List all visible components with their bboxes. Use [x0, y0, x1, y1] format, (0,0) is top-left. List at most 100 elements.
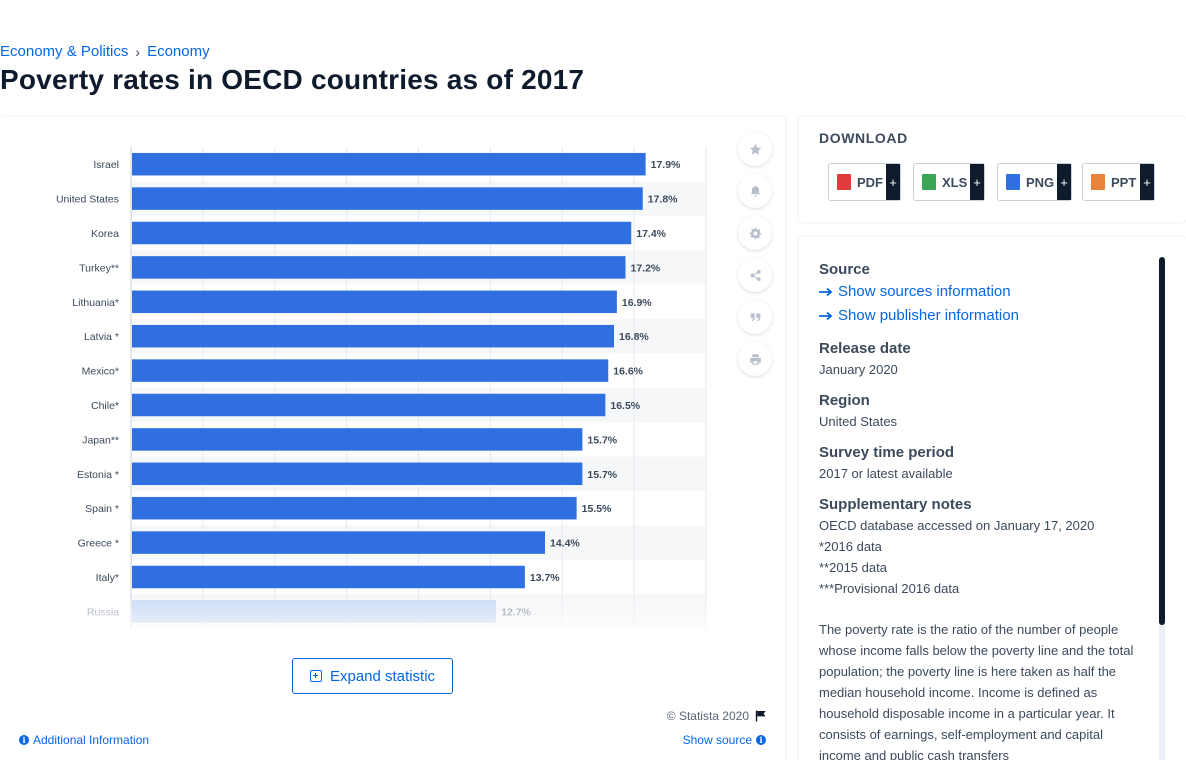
region-section: Region United States	[819, 392, 1144, 432]
notes-line: ***Provisional 2016 data	[819, 581, 960, 596]
download-png-button[interactable]: PNG +	[997, 163, 1072, 201]
chart-bar[interactable]	[132, 496, 577, 520]
arrow-right-icon	[819, 287, 833, 297]
cite-button[interactable]	[738, 300, 772, 334]
flag-icon[interactable]	[755, 710, 767, 722]
favorite-button[interactable]	[738, 132, 772, 166]
plus-icon: +	[886, 164, 900, 200]
survey-value: 2017 or latest available	[819, 466, 953, 481]
region-heading: Region	[819, 392, 870, 409]
chart-category-label: Italy*	[96, 572, 119, 584]
additional-information-label: Additional Information	[33, 733, 150, 747]
chart-bar[interactable]	[132, 359, 609, 382]
release-heading: Release date	[819, 340, 911, 357]
chart-category-label: Greece *	[78, 538, 119, 550]
settings-button[interactable]	[738, 216, 772, 250]
breadcrumb-economy-politics[interactable]: Economy & Politics	[0, 43, 129, 60]
print-icon	[749, 353, 761, 365]
show-sources-link[interactable]: Show sources information	[819, 280, 1144, 304]
scrollbar-thumb[interactable]	[1159, 257, 1165, 625]
notes-line: **2015 data	[819, 560, 887, 575]
arrow-right-icon	[819, 311, 833, 321]
chart-bar[interactable]	[132, 462, 583, 486]
download-panel: DOWNLOAD PDF + XLS + PNG + PPT +	[799, 117, 1186, 222]
download-png-label: PNG	[1026, 174, 1055, 190]
breadcrumb-economy[interactable]: Economy	[147, 43, 210, 60]
show-publisher-link[interactable]: Show publisher information	[819, 304, 1144, 328]
download-xls-button[interactable]: XLS +	[913, 163, 985, 201]
show-sources-label: Show sources information	[838, 283, 1011, 300]
chart-bar[interactable]	[132, 221, 632, 245]
notes-heading: Supplementary notes	[819, 496, 972, 513]
download-pdf-label: PDF	[857, 174, 883, 190]
chart-category-label: Korea	[91, 228, 119, 240]
copyright-notice: © Statista 2020	[667, 709, 767, 723]
chart-category-label: Estonia *	[77, 469, 119, 481]
show-source-link[interactable]: Show source i	[683, 733, 766, 747]
download-pdf-button[interactable]: PDF +	[828, 163, 901, 201]
chart-value-label: 17.2%	[631, 262, 661, 274]
chart-category-label: Japan**	[82, 434, 119, 446]
plus-icon: +	[1057, 164, 1071, 200]
chart-category-label: Mexico*	[82, 366, 119, 378]
chart-value-label: 15.7%	[587, 469, 617, 481]
share-icon	[749, 269, 761, 281]
chart-value-label: 16.5%	[610, 400, 640, 412]
source-panel: Source Show sources information Show pub…	[799, 237, 1186, 760]
pdf-file-icon	[837, 174, 851, 190]
chart-category-label: United States	[56, 194, 119, 206]
copyright-text: © Statista 2020	[666, 709, 749, 723]
notes-line: *2016 data	[819, 539, 882, 554]
show-source-label: Show source	[682, 733, 752, 747]
show-publisher-label: Show publisher information	[838, 307, 1019, 324]
chart-bar[interactable]	[132, 324, 614, 348]
ppt-file-icon	[1091, 174, 1105, 190]
plus-square-icon	[309, 670, 322, 682]
chart-category-label: Chile*	[91, 400, 119, 412]
chart-bar[interactable]	[132, 428, 583, 451]
notes-section: Supplementary notes OECD database access…	[819, 496, 1144, 760]
plus-icon: +	[1140, 164, 1154, 200]
chart-toolbar	[738, 132, 772, 376]
download-ppt-button[interactable]: PPT +	[1082, 163, 1155, 201]
chart-value-label: 13.7%	[530, 572, 560, 584]
chart-value-label: 16.6%	[613, 366, 643, 378]
star-icon	[749, 143, 761, 155]
print-button[interactable]	[738, 342, 772, 376]
plus-icon: +	[970, 164, 984, 200]
chart-bar[interactable]	[132, 187, 643, 210]
xls-file-icon	[922, 174, 936, 190]
chart-bar[interactable]	[132, 531, 545, 554]
chart-category-label: Spain *	[85, 503, 119, 515]
additional-information-link[interactable]: i Additional Information	[19, 733, 149, 747]
share-button[interactable]	[738, 258, 772, 292]
png-file-icon	[1006, 174, 1020, 190]
chart-bar[interactable]	[132, 565, 525, 589]
chart-value-label: 15.5%	[582, 503, 612, 515]
source-heading: Source	[819, 261, 870, 278]
chart-bar[interactable]	[132, 290, 617, 314]
expand-statistic-button[interactable]: Expand statistic	[292, 658, 453, 694]
description-text: The poverty rate is the ratio of the num…	[819, 622, 1134, 760]
chart-value-label: 17.4%	[636, 228, 666, 240]
chart-value-label: 14.4%	[550, 538, 580, 550]
info-icon: i	[19, 735, 29, 745]
bar-chart: 17.9% Israel 17.8% United States 17.4% Korea 1…	[0, 147, 720, 638]
survey-heading: Survey time period	[819, 444, 955, 461]
chart-bar[interactable]	[132, 256, 626, 279]
chart-value-label: 17.8%	[648, 194, 678, 206]
quote-icon	[750, 312, 760, 321]
release-section: Release date January 2020	[819, 340, 1144, 380]
expand-statistic-label: Expand statistic	[329, 667, 436, 685]
release-value: January 2020	[819, 362, 898, 377]
chart-value-label: 17.9%	[651, 159, 681, 171]
notification-button[interactable]	[738, 174, 772, 208]
source-section: Source Show sources information Show pub…	[819, 261, 1144, 328]
source-content: Source Show sources information Show pub…	[819, 261, 1144, 760]
chart-bar[interactable]	[132, 393, 606, 417]
info-icon: i	[756, 735, 766, 745]
chart-value-label: 16.8%	[619, 331, 649, 343]
chart-bar[interactable]	[132, 152, 646, 176]
region-value: United States	[819, 414, 898, 429]
download-xls-label: XLS	[942, 174, 968, 190]
